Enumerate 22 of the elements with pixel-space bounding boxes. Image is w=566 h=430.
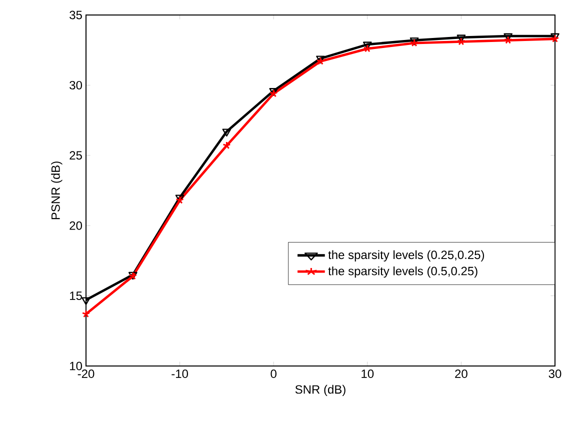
x-tick-label: 30 — [548, 370, 562, 378]
point — [222, 141, 231, 150]
y-axis-title: PSNR (dB) — [51, 162, 62, 220]
point — [222, 128, 232, 137]
y-tick-label: 15 — [70, 292, 82, 300]
y-tick-label: 30 — [70, 80, 82, 90]
x-tick-label: 0 — [270, 370, 276, 378]
legend-label: the sparsity levels (0.5,0.25) — [328, 266, 478, 278]
point — [457, 37, 466, 46]
y-tick-label: 35 — [70, 10, 82, 20]
point — [504, 36, 512, 44]
x-tick-label: -10 — [172, 370, 188, 378]
point — [82, 297, 90, 305]
y-tick-label: 10 — [70, 362, 82, 370]
x-tick-label: -20 — [78, 370, 94, 378]
x-tick-label: 10 — [362, 370, 374, 378]
x-tick-label: 20 — [455, 370, 468, 378]
point — [363, 44, 372, 52]
y-tick-label: 25 — [70, 151, 82, 160]
y-tick-label: 20 — [70, 221, 82, 230]
legend-label: the sparsity levels (0.25,0.25) — [328, 250, 484, 262]
x-axis-title: SNR (dB) — [295, 384, 346, 396]
